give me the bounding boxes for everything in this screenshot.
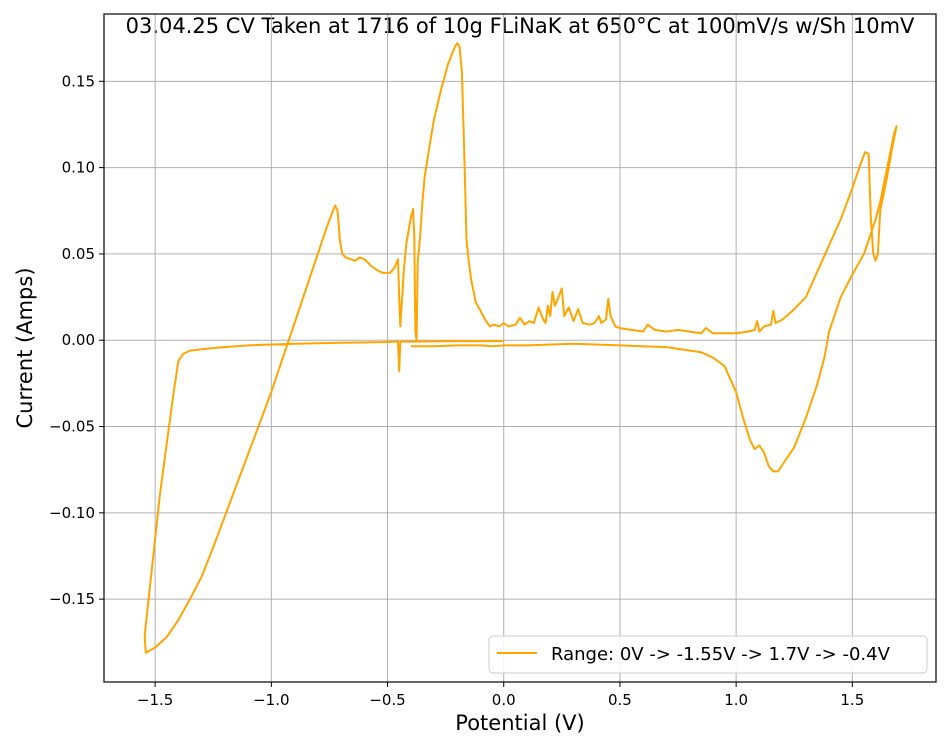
legend-entry-label: Range: 0V -> -1.55V -> 1.7V -> -0.4V <box>551 644 891 665</box>
y-axis-ticks: −0.15 −0.10 −0.05 0.00 0.05 0.10 0.15 <box>49 72 104 608</box>
x-tick-label: −1.5 <box>137 691 173 709</box>
x-tick-label: 1.0 <box>724 691 748 709</box>
y-tick-label: −0.05 <box>49 418 95 436</box>
plot-area <box>143 42 898 654</box>
grid-lines <box>104 14 936 682</box>
x-tick-label: 1.5 <box>840 691 864 709</box>
x-axis-ticks: −1.5 −1.0 −0.5 0.0 0.5 1.0 1.5 <box>137 682 864 709</box>
axes-frame <box>103 13 937 683</box>
legend: Range: 0V -> -1.55V -> 1.7V -> -0.4V <box>488 635 928 674</box>
y-tick-label: −0.10 <box>49 504 95 522</box>
y-tick-label: 0.00 <box>62 331 95 349</box>
series-line-0 <box>143 42 898 654</box>
x-axis-label: Potential (V) <box>455 711 584 735</box>
y-axis-label: Current (Amps) <box>13 267 37 428</box>
x-tick-label: −1.0 <box>253 691 289 709</box>
x-tick-label: −0.5 <box>369 691 405 709</box>
legend-box <box>488 635 928 674</box>
y-tick-label: 0.10 <box>62 159 95 177</box>
y-tick-label: 0.15 <box>62 72 95 90</box>
chart-title: 03.04.25 CV Taken at 1716 of 10g FLiNaK … <box>126 14 915 38</box>
y-tick-label: 0.05 <box>62 245 95 263</box>
x-tick-label: 0.5 <box>608 691 632 709</box>
x-tick-label: 0.0 <box>492 691 516 709</box>
y-tick-label: −0.15 <box>49 590 95 608</box>
